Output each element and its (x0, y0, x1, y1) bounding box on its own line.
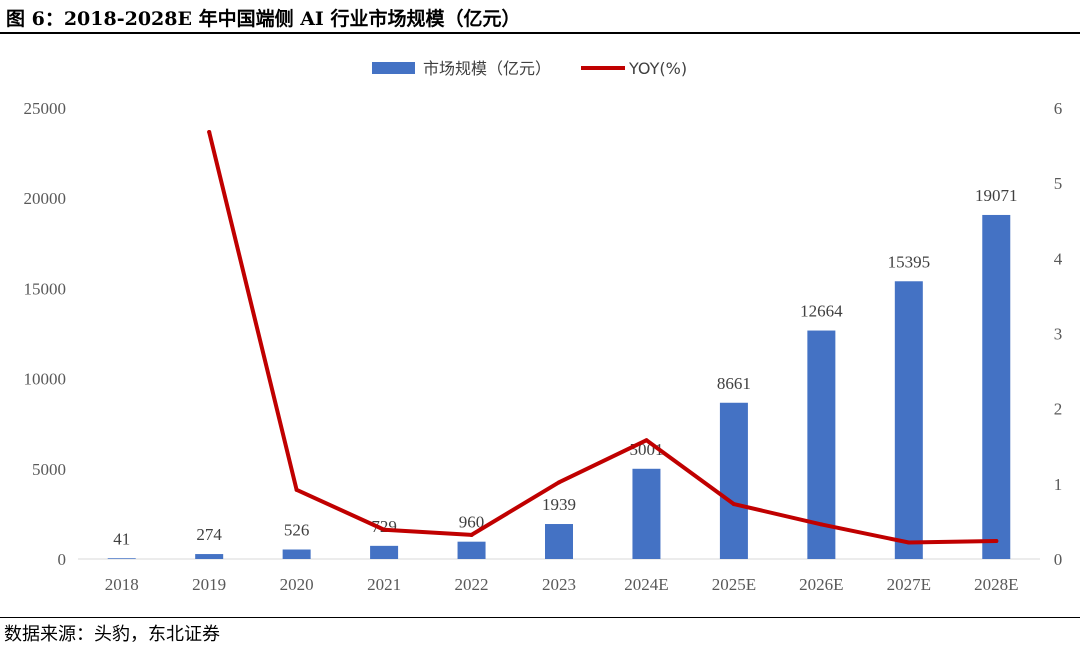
x-tick-label: 2025E (712, 575, 756, 594)
bar-value-label: 12664 (800, 302, 843, 321)
bar (195, 554, 224, 559)
x-tick-label: 2028E (974, 575, 1018, 594)
x-tick-label: 2021 (367, 575, 401, 594)
legend-bar-label: 市场规模（亿元） (423, 59, 551, 78)
x-tick-label: 2020 (280, 575, 314, 594)
yoy-point (294, 487, 299, 492)
yoy-point (382, 527, 387, 532)
bar-value-label: 960 (459, 513, 485, 532)
y-right-tick-label: 5 (1054, 174, 1063, 193)
figure-title: 图 6：2018-2028E 年中国端侧 AI 行业市场规模（亿元） (6, 8, 521, 30)
y-left-tick-label: 5000 (32, 460, 66, 479)
yoy-point (644, 438, 649, 443)
x-tick-label: 2018 (105, 575, 139, 594)
y-right-tick-label: 3 (1054, 325, 1063, 344)
x-tick-label: 2026E (799, 575, 843, 594)
legend-bar-swatch (372, 62, 415, 74)
y-right-tick-label: 2 (1054, 400, 1063, 419)
source-divider (0, 617, 1080, 618)
x-tick-label: 2022 (455, 575, 489, 594)
bar (282, 549, 311, 559)
bar-value-label: 19071 (975, 186, 1018, 205)
bar-value-label: 8661 (717, 374, 751, 393)
y-left-tick-label: 15000 (24, 279, 67, 298)
yoy-point (906, 540, 911, 545)
y-right-tick-label: 1 (1054, 475, 1063, 494)
chart: 市场规模（亿元） YOY(%) 0 5000 10000 15000 20000 2500… (24, 59, 1063, 594)
bar-value-label: 274 (196, 525, 222, 544)
bar (370, 545, 399, 559)
legend-line-label: YOY(%) (628, 59, 687, 78)
yoy-point (731, 502, 736, 507)
x-tick-label: 2023 (542, 575, 576, 594)
x-tick-label: 2027E (887, 575, 931, 594)
yoy-point (819, 522, 824, 527)
y-left-tick-label: 20000 (24, 189, 67, 208)
bar (632, 468, 661, 559)
bar (894, 281, 923, 559)
y-right-tick-label: 6 (1054, 99, 1063, 118)
bar (545, 524, 573, 559)
yoy-point (994, 538, 999, 543)
yoy-point (207, 130, 212, 135)
bar-value-label: 41 (113, 529, 130, 548)
bar (107, 558, 136, 559)
bar (719, 402, 748, 559)
yoy-point (469, 532, 474, 537)
y-right-tick-label: 4 (1054, 249, 1063, 268)
bar (457, 541, 486, 559)
yoy-point (557, 480, 561, 485)
y-right-tick-label: 0 (1054, 550, 1063, 569)
bar-value-label: 1939 (542, 495, 576, 514)
x-tick-label: 2024E (624, 575, 668, 594)
y-left-tick-label: 10000 (24, 370, 67, 389)
source-note: 数据来源：头豹，东北证券 (4, 624, 220, 645)
bar (982, 214, 1011, 559)
y-left-tick-label: 25000 (24, 99, 67, 118)
x-tick-label: 2019 (192, 575, 226, 594)
y-left-tick-label: 0 (58, 550, 67, 569)
chart-legend: 市场规模（亿元） YOY(%) (372, 59, 687, 78)
bar-value-label: 526 (284, 521, 310, 540)
bar-value-label: 15395 (888, 252, 931, 271)
yoy-line (207, 130, 999, 545)
title-divider (0, 32, 1080, 34)
